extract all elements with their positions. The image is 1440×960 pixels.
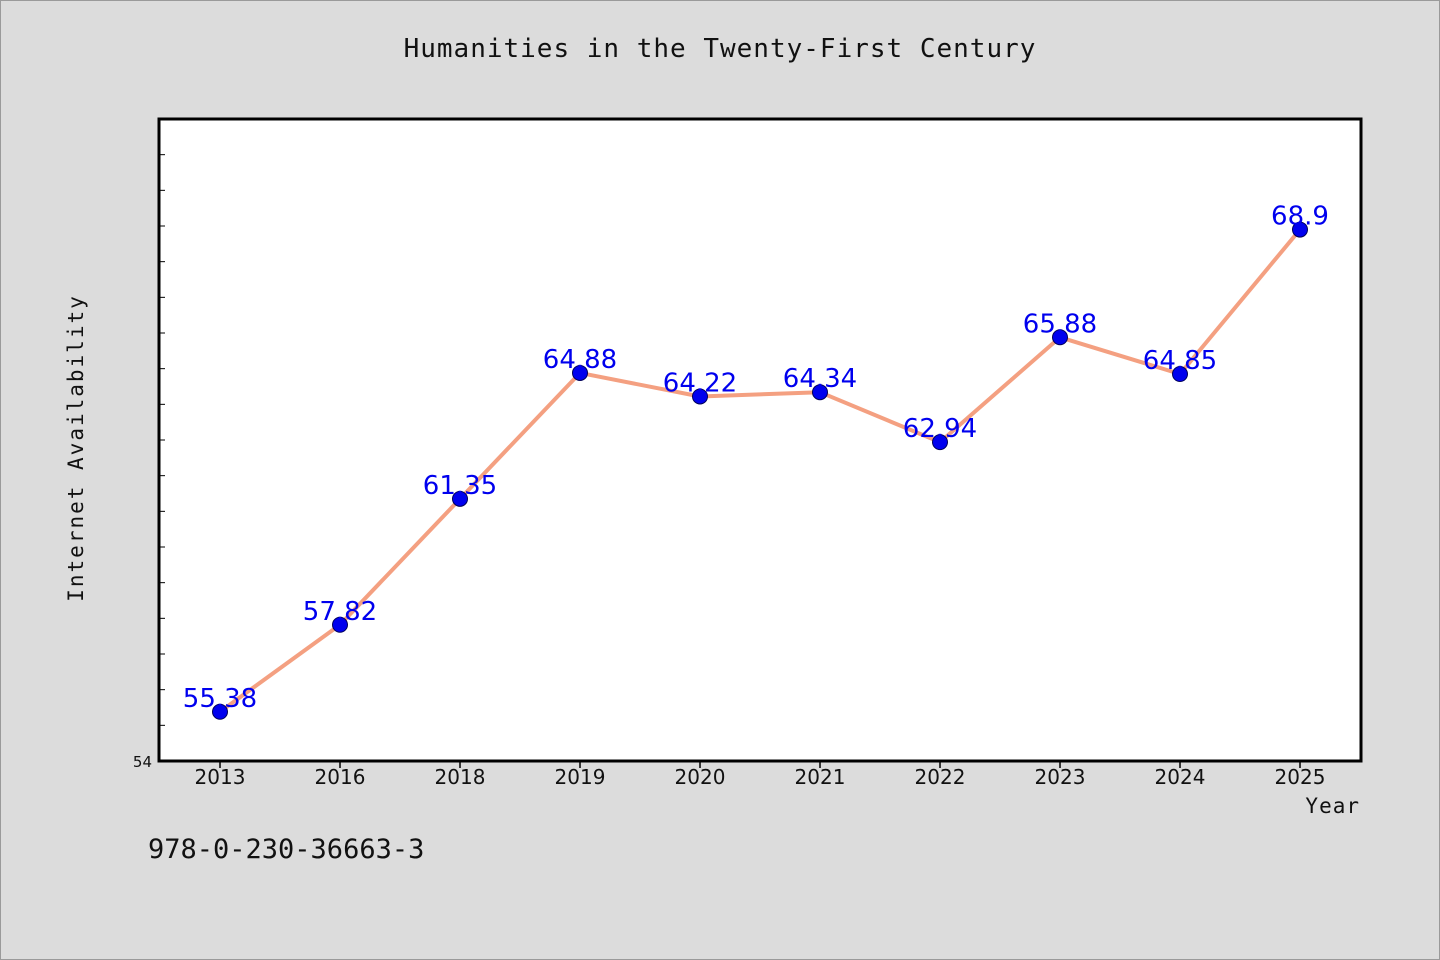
- data-label: 68.9: [1271, 202, 1329, 232]
- x-tick-label: 2019: [555, 765, 606, 789]
- x-tick-label: 2022: [915, 765, 966, 789]
- x-axis-title: Year: [1305, 794, 1360, 818]
- x-tick-label: 2023: [1035, 765, 1086, 789]
- x-tick-label: 2021: [795, 765, 846, 789]
- x-tick-label: 2020: [675, 765, 726, 789]
- data-point: [212, 703, 228, 720]
- data-label: 57.82: [303, 597, 377, 627]
- data-label: 64.85: [1143, 346, 1217, 376]
- x-tick-label: 2024: [1155, 765, 1206, 789]
- y-tick-label: 54: [133, 753, 152, 771]
- x-tick-label: 2025: [1275, 765, 1326, 789]
- series-line: [218, 227, 1302, 714]
- data-point: [452, 490, 468, 507]
- data-point: [1292, 221, 1308, 238]
- data-point: [572, 364, 588, 381]
- data-label: 64.88: [543, 345, 617, 375]
- data-label: 55.38: [183, 684, 257, 714]
- data-point: [1052, 329, 1068, 346]
- data-point: [332, 616, 348, 633]
- data-label: 62.94: [903, 414, 977, 444]
- plot-area: [157, 117, 1363, 763]
- data-label: 65.88: [1023, 309, 1097, 339]
- data-label: 61.35: [423, 471, 497, 501]
- isbn-label: 978-0-230-36663-3: [148, 834, 425, 865]
- data-label: 64.22: [663, 368, 737, 398]
- data-point: [932, 434, 948, 451]
- x-tick-label: 2018: [435, 765, 486, 789]
- chart-title: Humanities in the Twenty-First Century: [403, 34, 1037, 64]
- data-point: [812, 384, 828, 401]
- x-tick-label: 2016: [315, 765, 366, 789]
- x-tick-label: 2013: [195, 765, 246, 789]
- data-point: [692, 388, 708, 405]
- data-label: 64.34: [783, 364, 857, 394]
- data-point: [1172, 366, 1188, 383]
